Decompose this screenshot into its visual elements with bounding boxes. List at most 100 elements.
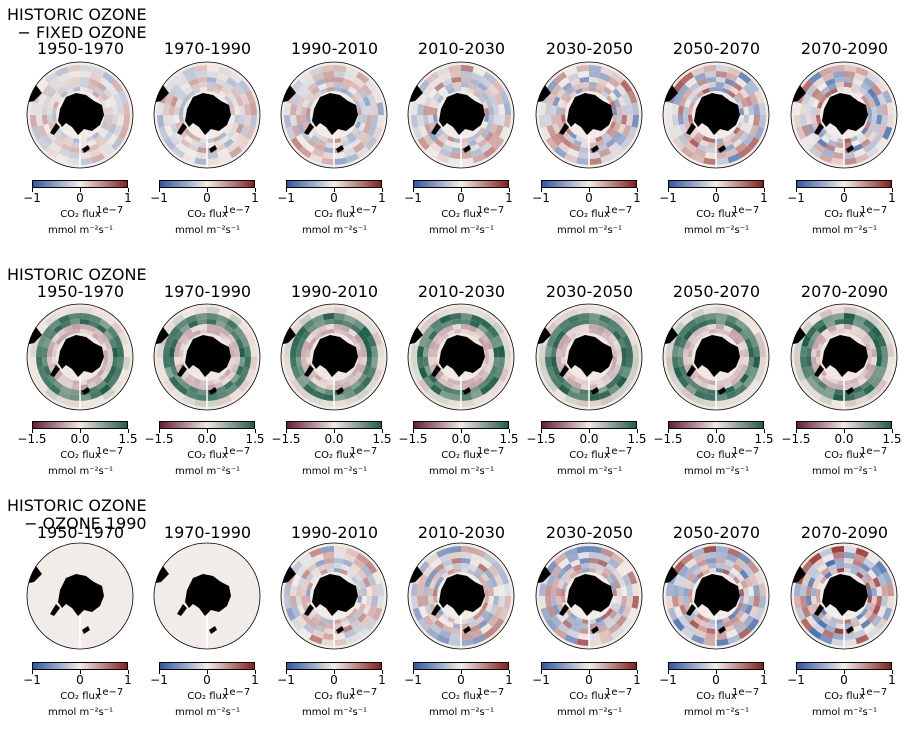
colorbar-tick-label: 0 [76, 673, 84, 687]
colorbar-tick-mark [286, 188, 287, 192]
colorbar-exponent: 1e−7 [732, 446, 760, 457]
colorbar-unit: mmol m⁻²s⁻¹ [47, 225, 114, 236]
colorbar-tick-label: −1 [532, 191, 550, 205]
colorbar-unit: mmol m⁻²s⁻¹ [556, 225, 623, 236]
colorbar-label: CO₂ flux [187, 691, 228, 702]
colorbar-tick-mark [668, 670, 669, 674]
colorbar-tick-mark [509, 188, 510, 192]
colorbar-tick-label: 0 [712, 191, 720, 205]
colorbar-tick-mark [716, 429, 717, 433]
panel-title: 1990-2010 [290, 39, 379, 58]
colorbar [413, 662, 509, 670]
polar-map [790, 303, 898, 411]
colorbar-exponent: 1e−7 [223, 446, 251, 457]
polar-map [662, 61, 770, 169]
colorbar-label: CO₂ flux [441, 450, 482, 461]
colorbar-exponent: 1e−7 [350, 687, 378, 698]
colorbar-unit: mmol m⁻²s⁻¹ [47, 707, 114, 718]
colorbar-tick-mark [541, 670, 542, 674]
colorbar-tick-label: 0 [712, 673, 720, 687]
colorbar-tick-label: 1.5 [372, 432, 392, 446]
polar-map [407, 542, 515, 650]
colorbar-label: CO₂ flux [60, 691, 101, 702]
polar-map [153, 542, 261, 650]
colorbar-exponent: 1e−7 [860, 205, 888, 216]
colorbar-exponent: 1e−7 [732, 687, 760, 698]
colorbar-tick-mark [80, 670, 81, 674]
panel-title: 2030-2050 [545, 523, 634, 542]
colorbar-tick-label: 1 [378, 673, 386, 687]
colorbar-tick-label: −1 [404, 673, 422, 687]
colorbar-label: CO₂ flux [824, 691, 865, 702]
colorbar [541, 662, 637, 670]
colorbar-tick-mark [461, 670, 462, 674]
colorbar-tick-label: 0 [330, 191, 338, 205]
row-title: HISTORIC OZONE − FIXED OZONE [7, 5, 147, 42]
panel-title: 2050-2070 [672, 282, 761, 301]
colorbar-tick-mark [286, 429, 287, 433]
colorbar-tick-mark [255, 670, 256, 674]
polar-map [26, 61, 134, 169]
colorbar [159, 180, 255, 188]
colorbar-tick-mark [796, 188, 797, 192]
colorbar-tick-label: −1 [659, 673, 677, 687]
polar-map [280, 303, 388, 411]
colorbar-tick-label: 0 [840, 191, 848, 205]
colorbar-label: CO₂ flux [824, 450, 865, 461]
colorbar-tick-label: −1 [23, 191, 41, 205]
colorbar-tick-label: −1.5 [398, 432, 428, 446]
colorbar-tick-label: 0 [457, 191, 465, 205]
row-title: HISTORIC OZONE − OZONE 1990 [7, 496, 147, 533]
colorbar-tick-label: 1 [505, 673, 513, 687]
colorbar-tick-mark [637, 670, 638, 674]
colorbar-tick-mark [159, 429, 160, 433]
colorbar [541, 180, 637, 188]
colorbar-tick-label: 1 [505, 191, 513, 205]
polar-map [153, 303, 261, 411]
colorbar-label: CO₂ flux [569, 209, 610, 220]
colorbar-tick-label: 1.5 [499, 432, 519, 446]
colorbar-exponent: 1e−7 [350, 446, 378, 457]
colorbar-tick-mark [413, 429, 414, 433]
colorbar-tick-label: 1 [760, 191, 768, 205]
colorbar-tick-label: 1 [251, 191, 259, 205]
colorbar-tick-mark [207, 670, 208, 674]
colorbar [159, 662, 255, 670]
colorbar-tick-label: 1.5 [118, 432, 138, 446]
colorbar-exponent: 1e−7 [96, 687, 124, 698]
colorbar-tick-label: −1.5 [781, 432, 811, 446]
colorbar-tick-mark [668, 429, 669, 433]
colorbar-unit: mmol m⁻²s⁻¹ [301, 225, 368, 236]
colorbar-exponent: 1e−7 [860, 687, 888, 698]
polar-map [662, 303, 770, 411]
colorbar [286, 421, 382, 429]
colorbar-exponent: 1e−7 [223, 687, 251, 698]
polar-map [407, 61, 515, 169]
colorbar-unit: mmol m⁻²s⁻¹ [683, 225, 750, 236]
colorbar-tick-label: 0.0 [197, 432, 217, 446]
colorbar-tick-mark [128, 670, 129, 674]
colorbar-tick-label: −1 [277, 191, 295, 205]
colorbar-label: CO₂ flux [187, 450, 228, 461]
colorbar-exponent: 1e−7 [605, 446, 633, 457]
colorbar-tick-label: 0.0 [324, 432, 344, 446]
colorbar-tick-mark [764, 188, 765, 192]
panel-title: 2010-2030 [417, 39, 506, 58]
colorbar-tick-label: −1.5 [17, 432, 47, 446]
colorbar-label: CO₂ flux [60, 209, 101, 220]
colorbar [32, 180, 128, 188]
colorbar-tick-mark [461, 429, 462, 433]
colorbar-tick-mark [509, 429, 510, 433]
colorbar-tick-mark [207, 188, 208, 192]
polar-map [26, 303, 134, 411]
colorbar-label: CO₂ flux [441, 691, 482, 702]
colorbar [413, 421, 509, 429]
colorbar-tick-label: −1 [787, 673, 805, 687]
colorbar-unit: mmol m⁻²s⁻¹ [683, 707, 750, 718]
panel-title: 2030-2050 [545, 39, 634, 58]
colorbar-label: CO₂ flux [314, 209, 355, 220]
colorbar-tick-label: −1 [277, 673, 295, 687]
polar-map [280, 61, 388, 169]
colorbar-tick-label: 0 [330, 673, 338, 687]
colorbar-tick-mark [159, 670, 160, 674]
